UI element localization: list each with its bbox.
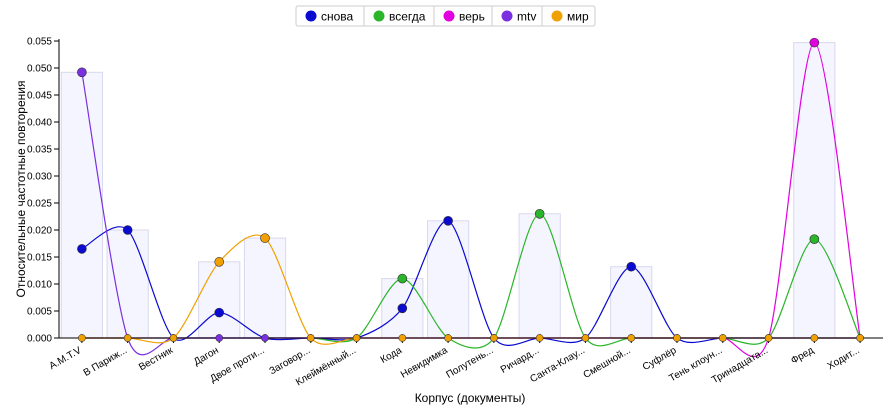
point-mtv-0 <box>77 67 87 78</box>
point-мир-11 <box>581 334 590 342</box>
point-мир-1 <box>123 334 132 342</box>
legend-item-мир[interactable]: мир <box>541 6 589 26</box>
point-мир-12 <box>627 334 635 342</box>
legend-label-всегда: всегда <box>389 10 426 24</box>
y-axis: 0.000 0.005 0.010 0.015 0.020 0.025 0.030 0.035… <box>27 37 60 345</box>
y-tick-label-0: 0.000 <box>27 334 52 345</box>
point-всегда-16 <box>809 234 820 244</box>
x-tick-label-2: Вестник <box>137 345 175 373</box>
point-мир-15 <box>764 334 773 342</box>
y-tick-label-8: 0.040 <box>27 118 52 129</box>
legend-swatch-mtv <box>501 10 513 22</box>
point-мир-0 <box>78 334 86 342</box>
y-tick-label-7: 0.035 <box>27 145 52 156</box>
point-mtv-4 <box>261 334 269 342</box>
legend-label-снова: снова <box>321 10 354 24</box>
background-bars <box>60 42 836 339</box>
point-снова-12 <box>626 261 637 272</box>
y-tick-label-2: 0.010 <box>27 280 52 291</box>
y-tick-label-9: 0.045 <box>27 91 52 102</box>
x-tick-label-16: Фред <box>789 345 816 367</box>
point-мир-2 <box>169 334 178 342</box>
x-tick-label-9: Полутень... <box>444 345 495 381</box>
x-tick-label-13: Суфлёр <box>640 344 678 373</box>
legend-swatch-снова <box>305 10 317 22</box>
point-всегда-10 <box>534 209 545 219</box>
point-снова-0 <box>77 244 87 254</box>
y-tick-label-11: 0.055 <box>27 37 52 48</box>
x-tick-label-7: Кода <box>379 345 404 366</box>
legend-swatch-мир <box>551 10 563 22</box>
bar-10 <box>518 213 561 339</box>
x-axis-title: Корпус (документы) <box>415 391 526 405</box>
bar-0 <box>60 71 103 339</box>
point-снова-3 <box>214 307 225 318</box>
y-tick-label-3: 0.015 <box>27 253 52 264</box>
legend-swatch-верь <box>443 10 455 22</box>
x-tick-label-12: Смешной... <box>582 345 633 381</box>
x-tick-label-17: Ходит... <box>826 345 862 372</box>
y-tick-label-4: 0.020 <box>27 226 52 237</box>
y-tick-label-5: 0.025 <box>27 199 52 210</box>
legend-swatch-всегда <box>373 10 385 22</box>
legend-item-снова[interactable]: снова <box>305 10 354 24</box>
point-мир-4 <box>260 233 270 243</box>
point-мир-7 <box>398 334 407 342</box>
bar-12 <box>610 266 653 339</box>
legend-item-mtv[interactable]: mtv <box>491 6 536 26</box>
legend-item-всегда[interactable]: всегда <box>363 6 426 26</box>
legend-label-mtv: mtv <box>517 10 536 24</box>
point-снова-8 <box>443 216 453 226</box>
point-снова-1 <box>122 225 133 235</box>
legend-label-верь: верь <box>459 10 485 24</box>
point-мир-8 <box>444 334 452 342</box>
point-мир-17 <box>856 334 864 342</box>
x-tick-label-0: A.M.T.V <box>48 345 84 372</box>
point-мир-3 <box>214 257 225 267</box>
legend-label-мир: мир <box>567 10 589 24</box>
x-tick-label-3: Дагон <box>192 345 221 368</box>
point-мир-16 <box>810 334 819 342</box>
y-axis-title: Относительные частотные повторения <box>14 81 28 298</box>
y-tick-label-6: 0.030 <box>27 172 52 183</box>
point-всегда-7 <box>397 273 408 284</box>
point-мир-6 <box>352 334 361 342</box>
y-tick-label-10: 0.050 <box>27 64 52 75</box>
data-points <box>77 37 864 342</box>
point-мир-13 <box>673 334 681 342</box>
point-снова-7 <box>397 303 408 314</box>
point-мир-5 <box>307 334 315 342</box>
bar-8 <box>427 220 470 339</box>
legend-item-верь[interactable]: верь <box>433 6 485 26</box>
point-верь-16 <box>809 37 820 48</box>
x-tick-label-1: В Париж... <box>82 345 129 379</box>
bar-1 <box>106 229 149 339</box>
point-мир-10 <box>535 334 544 342</box>
bar-4 <box>243 237 287 339</box>
bar-16 <box>793 42 836 339</box>
bar-3 <box>198 261 241 339</box>
legend: снова всегда верь mtv мир <box>295 5 596 27</box>
point-мир-9 <box>490 334 498 342</box>
point-мир-14 <box>719 334 727 342</box>
x-tick-label-8: Невидимка <box>399 345 450 381</box>
point-mtv-3 <box>215 334 223 342</box>
y-tick-label-1: 0.005 <box>27 307 52 318</box>
